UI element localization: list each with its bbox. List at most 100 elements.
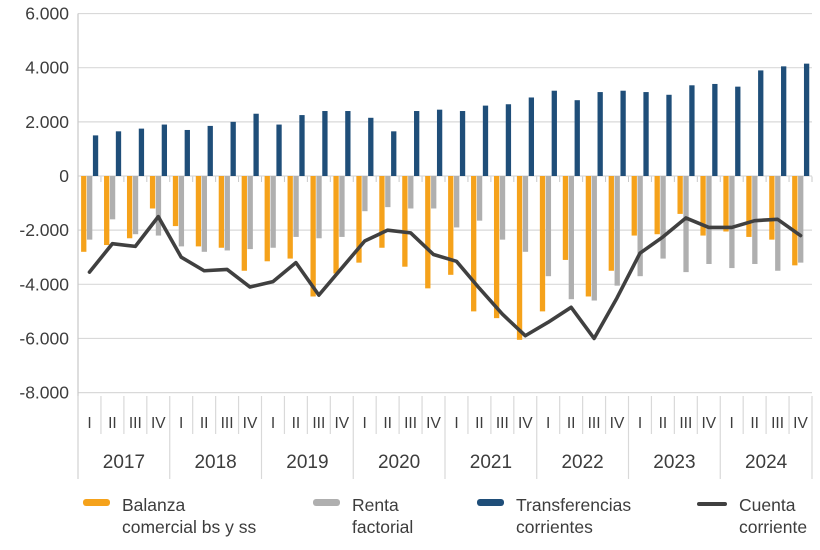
quarter-label: IV (151, 415, 166, 432)
legend-line-swatch (697, 502, 727, 506)
quarter-label: I (179, 415, 183, 432)
bar-renta-factorial (568, 176, 574, 300)
bar-balanza-comercial-bs-y-ss (792, 176, 798, 266)
bar-transferencias-corrientes (138, 128, 145, 176)
y-tick-label: -6.000 (19, 328, 69, 348)
year-label: 2017 (103, 452, 145, 473)
bar-balanza-comercial-bs-y-ss (746, 176, 752, 237)
bar-transferencias-corrientes (368, 117, 374, 176)
y-tick-label: 4.000 (25, 58, 69, 78)
legend-label-line1: Renta (352, 495, 399, 515)
quarter-label: II (567, 415, 576, 432)
legend-bar-swatch (83, 499, 110, 506)
legend-label-line2: corrientes (516, 517, 593, 537)
bar-transferencias-corrientes (253, 113, 259, 176)
y-tick-label: 6.000 (25, 4, 69, 24)
bar-transferencias-corrientes (207, 125, 213, 176)
bar-renta-factorial (591, 176, 597, 301)
bar-renta-factorial (454, 176, 460, 228)
year-label: 2020 (378, 452, 420, 473)
bar-balanza-comercial-bs-y-ss (539, 176, 546, 312)
bar-renta-factorial (408, 176, 414, 209)
bar-renta-factorial (660, 176, 666, 259)
plot-area: 6.000 4.000 2.000 0 -2.000 -4.000 -6.000 -8.000… (19, 4, 813, 479)
quarter-label: IV (518, 415, 533, 432)
quarter-label: I (454, 415, 458, 432)
quarter-label: II (475, 415, 484, 432)
bar-balanza-comercial-bs-y-ss (310, 176, 316, 297)
bar-balanza-comercial-bs-y-ss (769, 176, 775, 240)
bar-balanza-comercial-bs-y-ss (700, 176, 706, 236)
y-tick-label: 0 (59, 166, 69, 186)
bar-renta-factorial (706, 176, 712, 264)
bar-renta-factorial (224, 176, 230, 251)
bar-transferencias-corrientes (505, 104, 512, 176)
quarter-label: III (129, 415, 142, 432)
bar-renta-factorial (201, 176, 207, 252)
quarter-label: I (730, 415, 734, 432)
bar-balanza-comercial-bs-y-ss (562, 176, 569, 260)
bar-renta-factorial (247, 176, 253, 250)
bar-renta-factorial (431, 176, 437, 209)
bar-balanza-comercial-bs-y-ss (493, 176, 500, 319)
bar-renta-factorial (775, 176, 781, 271)
bar-transferencias-corrientes (391, 131, 397, 176)
legend-label-line1: Balanza (122, 495, 186, 515)
legend-label-line2: factorial (352, 517, 414, 537)
quarter-label: II (292, 415, 301, 432)
quarter-label: IV (793, 415, 808, 432)
legend-item-renta-factorial: Renta factorial (313, 494, 413, 538)
quarter-label: III (496, 415, 509, 432)
bar-transferencias-corrientes (414, 111, 420, 176)
legend-label-line1: Cuenta (739, 495, 796, 515)
legend-label: Transferencias corrientes (516, 494, 631, 538)
bar-transferencias-corrientes (528, 97, 535, 176)
bar-renta-factorial (339, 176, 345, 237)
year-label: 2022 (561, 452, 603, 473)
legend-label-line1: Transferencias (516, 495, 632, 515)
bar-transferencias-corrientes (666, 94, 672, 176)
bar-transferencias-corrientes (459, 111, 466, 176)
bar-renta-factorial (614, 176, 620, 286)
quarter-label: III (771, 415, 784, 432)
legend-label: Cuenta corriente (739, 494, 807, 538)
year-label: 2021 (470, 452, 512, 473)
bar-transferencias-corrientes (276, 124, 282, 176)
bar-transferencias-corrientes (620, 90, 626, 176)
bar-renta-factorial (178, 176, 185, 247)
bar-balanza-comercial-bs-y-ss (218, 176, 225, 248)
legend-label-line2: corriente (739, 517, 808, 537)
bar-balanza-comercial-bs-y-ss (287, 176, 293, 259)
bar-balanza-comercial-bs-y-ss (264, 176, 270, 262)
quarter-label: I (638, 415, 642, 432)
bar-renta-factorial (293, 176, 299, 237)
y-tick-label: 2.000 (25, 112, 69, 132)
quarter-label: II (659, 415, 668, 432)
y-tick-label: -8.000 (19, 383, 69, 403)
bar-balanza-comercial-bs-y-ss (471, 176, 477, 312)
bar-balanza-comercial-bs-y-ss (631, 176, 637, 236)
legend-item-transferencias-corrientes: Transferencias corrientes (477, 494, 631, 538)
quarter-label: III (679, 415, 692, 432)
bar-renta-factorial (385, 176, 391, 208)
quarter-label: I (546, 415, 550, 432)
bar-balanza-comercial-bs-y-ss (81, 176, 87, 252)
quarter-label: IV (610, 415, 625, 432)
bar-renta-factorial (545, 176, 552, 277)
bar-transferencias-corrientes (781, 66, 787, 176)
bar-renta-factorial (499, 176, 506, 240)
bar-transferencias-corrientes (712, 83, 718, 176)
bar-renta-factorial (270, 176, 276, 248)
bar-balanza-comercial-bs-y-ss (608, 176, 614, 271)
bar-balanza-comercial-bs-y-ss (356, 176, 362, 263)
bar-balanza-comercial-bs-y-ss (723, 176, 729, 232)
quarter-label: II (200, 415, 209, 432)
bar-renta-factorial (316, 176, 322, 239)
bar-transferencias-corrientes (735, 86, 741, 176)
legend-label-line2: comercial bs y ss (122, 517, 257, 537)
bar-transferencias-corrientes (643, 92, 649, 176)
year-label: 2019 (286, 452, 328, 473)
quarter-label: II (383, 415, 392, 432)
bar-transferencias-corrientes (436, 109, 443, 176)
year-label: 2023 (653, 452, 695, 473)
